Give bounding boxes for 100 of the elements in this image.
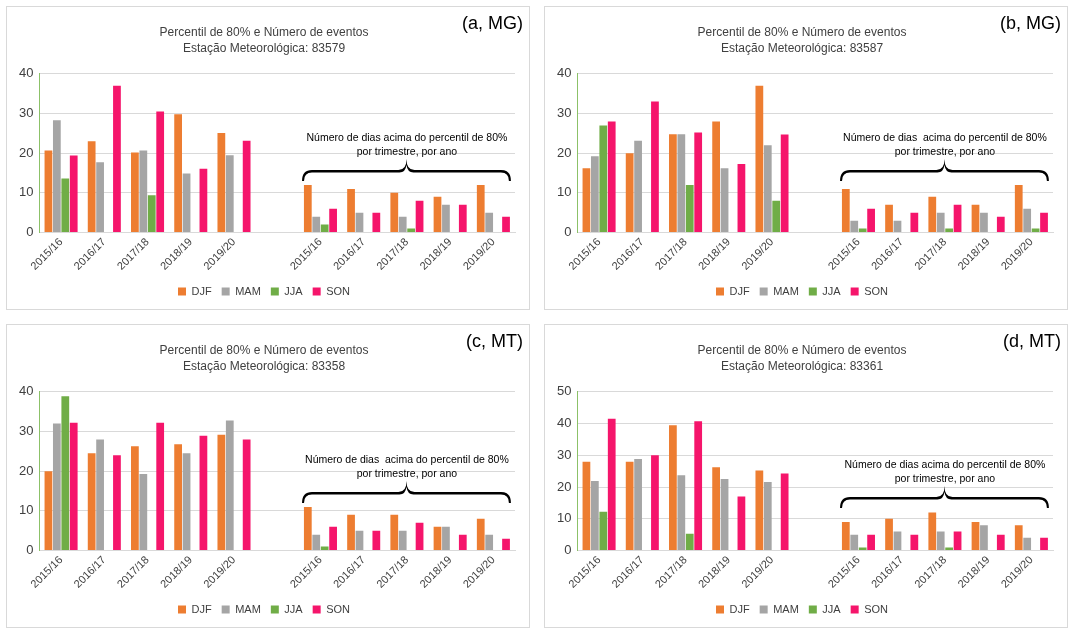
bar <box>669 134 677 233</box>
bar <box>174 114 182 233</box>
bar <box>772 200 781 233</box>
bar <box>599 511 608 551</box>
bar <box>415 200 424 233</box>
y-tick-label: 30 <box>556 105 572 121</box>
bar <box>694 421 703 551</box>
bar <box>442 204 450 233</box>
bar <box>1023 537 1032 551</box>
y-tick-label: 10 <box>18 502 34 518</box>
bar <box>147 195 156 233</box>
y-tick-label: 20 <box>556 478 572 494</box>
y-tick-label: 0 <box>26 542 34 558</box>
chart-title: Percentil de 80% e Número de eventos <box>697 24 907 39</box>
bar <box>225 420 234 551</box>
bar <box>458 534 467 551</box>
bar <box>303 184 312 233</box>
bar <box>347 188 355 233</box>
text: (b, MG) <box>1000 12 1061 33</box>
bar <box>755 470 764 551</box>
y-tick-label: 0 <box>564 224 572 240</box>
bar <box>156 111 165 233</box>
legend-label: MAM <box>773 284 799 297</box>
bar <box>139 473 148 551</box>
bar <box>87 141 96 233</box>
chart-title: Percentil de 80% e Número de eventos <box>697 342 907 357</box>
bar <box>625 461 634 551</box>
bar <box>928 512 937 551</box>
bar <box>156 422 165 551</box>
legend-label: DJF <box>729 284 750 297</box>
bar <box>590 481 599 551</box>
bar <box>720 479 729 551</box>
y-tick-label: 0 <box>564 542 572 558</box>
bar <box>485 212 494 233</box>
bar <box>910 534 919 551</box>
bar <box>52 423 61 551</box>
bar <box>1040 537 1048 551</box>
bar <box>971 521 980 551</box>
legend-label: JJA <box>822 284 842 297</box>
bar <box>442 526 450 551</box>
y-tick-label: 40 <box>18 383 34 399</box>
y-tick-label: 10 <box>18 184 34 200</box>
bar <box>1040 212 1048 233</box>
bar <box>712 467 720 551</box>
bar <box>599 125 608 233</box>
y-tick-label: 40 <box>556 65 572 81</box>
chart-subtitle: Estação Meteorológica: 83579 <box>182 40 346 55</box>
y-tick-label: 10 <box>556 510 572 526</box>
bar <box>590 156 599 233</box>
legend-label: JJA <box>284 284 304 297</box>
bar <box>485 534 494 551</box>
bar <box>634 140 642 233</box>
bar <box>303 506 312 551</box>
bar <box>372 530 381 551</box>
chart-subtitle: Estação Meteorológica: 83361 <box>720 358 884 373</box>
bar <box>502 538 510 551</box>
bar <box>113 85 121 233</box>
bar <box>910 212 919 233</box>
bar <box>1023 208 1032 233</box>
legend-label: MAM <box>235 284 261 297</box>
bar <box>390 192 399 233</box>
bar <box>763 145 772 233</box>
bar <box>182 173 191 233</box>
bar <box>242 439 251 551</box>
y-tick-label: 0 <box>26 224 34 240</box>
legend-label: DJF <box>191 284 212 297</box>
bar <box>780 473 789 551</box>
bar <box>841 188 850 233</box>
bar <box>607 418 616 551</box>
bar <box>625 153 634 233</box>
bar <box>755 85 764 233</box>
y-tick-label: 40 <box>556 415 572 431</box>
bar <box>582 168 591 233</box>
y-tick-label: 20 <box>18 144 34 160</box>
bar <box>841 521 850 551</box>
bar <box>885 518 893 551</box>
bar <box>677 134 686 233</box>
bar <box>1014 525 1023 551</box>
bar <box>780 134 789 233</box>
legend-label: SON <box>326 602 351 615</box>
bar <box>685 184 694 233</box>
bar <box>945 547 954 551</box>
bar <box>69 422 78 551</box>
legend-label: SON <box>864 602 889 615</box>
bar <box>113 455 121 551</box>
text: (a, MG) <box>462 12 523 33</box>
bar <box>867 208 875 233</box>
chart-title: Percentil de 80% e Número de eventos <box>159 24 369 39</box>
bar <box>329 526 337 551</box>
bar <box>936 531 945 551</box>
bar <box>582 461 591 551</box>
chart-subtitle: Estação Meteorológica: 83358 <box>182 358 346 373</box>
bar <box>217 434 226 551</box>
bar <box>1014 184 1023 233</box>
bar <box>433 196 442 233</box>
bar <box>312 534 321 551</box>
bar <box>312 216 321 233</box>
bar <box>867 534 875 551</box>
bar <box>390 514 399 551</box>
bar <box>651 455 659 551</box>
